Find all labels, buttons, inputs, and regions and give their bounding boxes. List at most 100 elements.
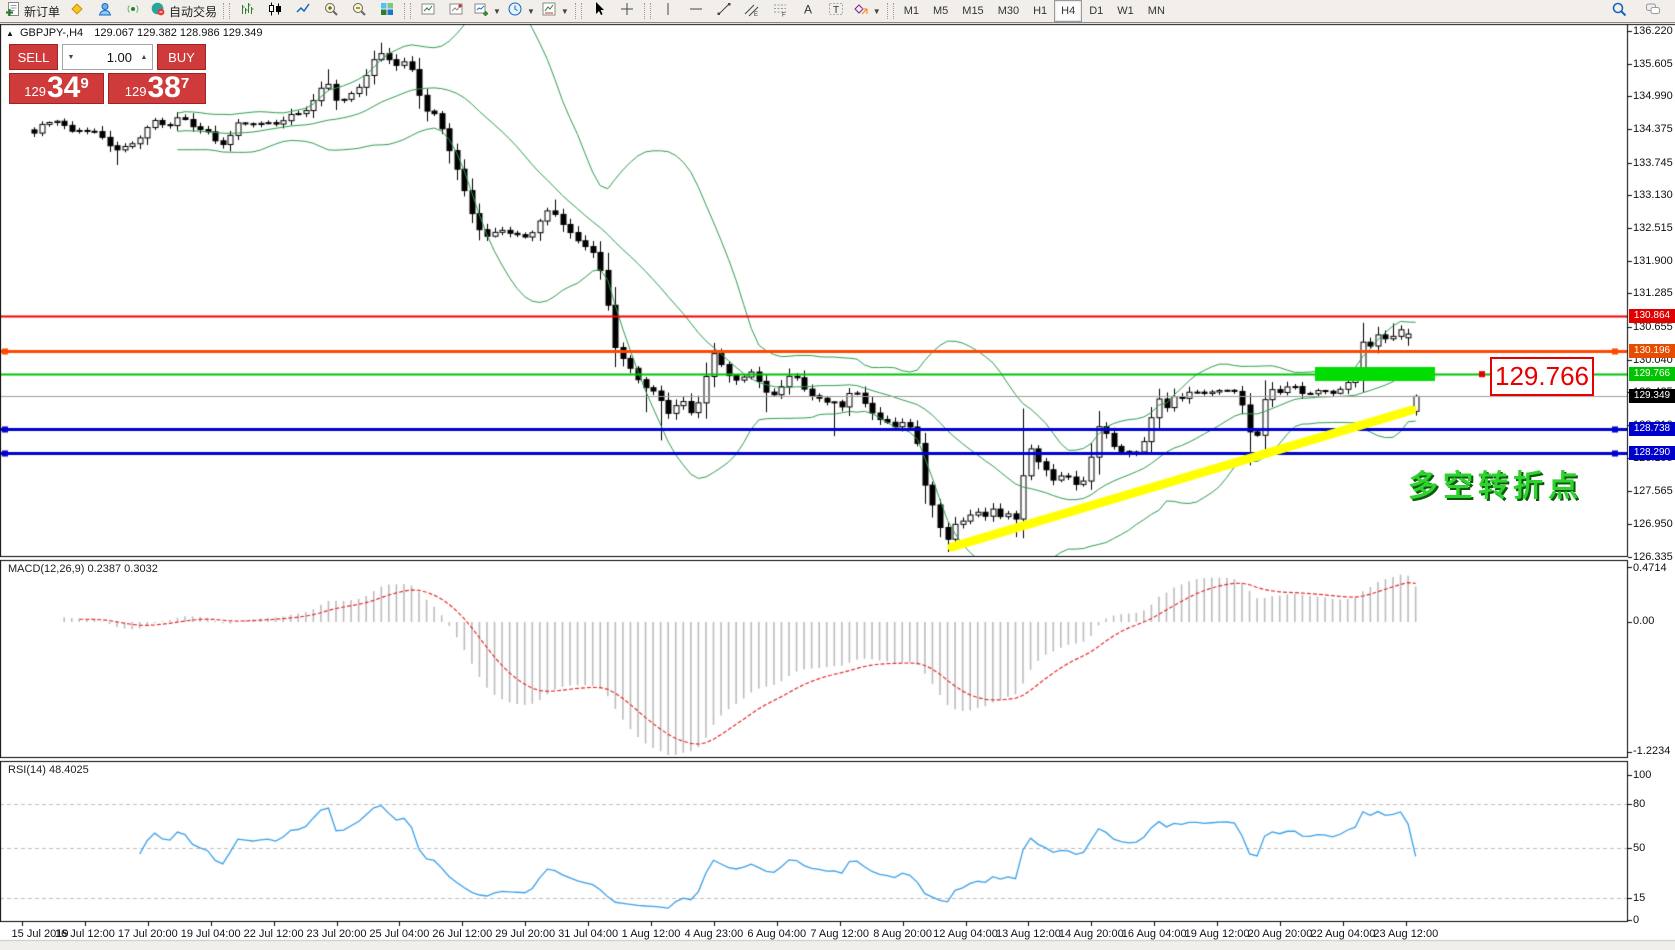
toolbar-separator [223, 3, 231, 19]
arrows-button[interactable]: ▼ [850, 0, 884, 22]
sell-button[interactable]: SELL [9, 44, 58, 70]
crosshair-button[interactable] [613, 0, 641, 22]
fibonacci-button[interactable]: F [766, 0, 794, 22]
volume-down-button[interactable]: ▼ [67, 53, 75, 61]
period-button[interactable]: ▼ [504, 0, 538, 22]
time-tick-label: 20 Aug 20:00 [1247, 928, 1313, 940]
price-badge: 129.766 [1629, 367, 1675, 382]
timeframe-h1-button[interactable]: H1 [1033, 5, 1048, 17]
timeframe-m5-button[interactable]: M5 [933, 5, 949, 17]
fibonacci-icon: F [772, 1, 788, 22]
buy-button[interactable]: BUY [157, 44, 206, 70]
price-tick-label: 130.655 [1633, 320, 1673, 333]
cursor-button[interactable] [585, 0, 613, 22]
search-button[interactable] [1605, 0, 1633, 22]
buy-price-prefix: 129 [124, 84, 147, 99]
line-chart-button[interactable] [289, 0, 317, 22]
price-badge: 129.349 [1629, 389, 1675, 404]
zoom-out-button[interactable] [345, 0, 373, 22]
one-click-trading-panel: SELL ▼ 1.00 ▲ BUY 129 34 9 129 38 7 [9, 44, 206, 104]
indicators-icon [541, 1, 557, 22]
marketplace-button[interactable] [63, 0, 91, 22]
svg-text:A: A [804, 2, 812, 16]
time-tick-label: 19 Aug 12:00 [1184, 928, 1250, 940]
timeframe-d1-button[interactable]: D1 [1089, 5, 1104, 17]
price-badge: 130.196 [1629, 344, 1675, 359]
sell-price-big: 34 [46, 71, 81, 104]
time-tick-label: 23 Jul 20:00 [306, 928, 367, 940]
caret-down-icon: ▼ [872, 6, 881, 16]
time-tick-label: 19 Jul 04:00 [180, 928, 241, 940]
bar-chart-button[interactable] [233, 0, 261, 22]
community-button[interactable] [91, 0, 119, 22]
equidistant-channel-button[interactable]: E [738, 0, 766, 22]
zoom-in-button[interactable] [317, 0, 345, 22]
macd-axis-max: 0.4714 [1633, 562, 1667, 574]
toolbar-separator [574, 3, 582, 19]
trendline-button[interactable] [710, 0, 738, 22]
vertical-line-button[interactable] [654, 0, 682, 22]
price-tick-label: 136.220 [1633, 25, 1673, 37]
text-label-button[interactable]: T [822, 0, 850, 22]
price-tick-label: 131.285 [1633, 287, 1673, 300]
timeframe-h4-button[interactable]: H4 [1054, 0, 1083, 22]
caret-down-icon: ▼ [526, 6, 535, 16]
timeframe-mn-button[interactable]: MN [1147, 5, 1165, 17]
horizontal-line-button[interactable] [682, 0, 710, 22]
time-tick-label: 16 Jul 12:00 [54, 928, 115, 940]
new-order-button[interactable]: 新订单 [2, 0, 63, 22]
rsi-level-label: 15 [1633, 892, 1646, 905]
sell-price-prefix: 129 [24, 84, 46, 99]
volume-spinner[interactable]: ▼ 1.00 ▲ [62, 44, 153, 70]
timeframe-m15-button[interactable]: M15 [962, 5, 984, 17]
toolbar-separator [643, 3, 651, 19]
caret-down-icon: ▼ [493, 6, 501, 16]
zoom-out-icon [351, 1, 367, 22]
signals-button[interactable] [119, 0, 147, 22]
candlestick-chart-button[interactable] [261, 0, 289, 22]
timeframe-w1-button[interactable]: W1 [1117, 5, 1134, 17]
vertical-line-icon [660, 1, 676, 22]
svg-text:E: E [754, 12, 758, 17]
autotrading-icon [150, 1, 166, 22]
chart-shift-button[interactable] [442, 0, 470, 22]
price-tick-label: 126.950 [1633, 517, 1673, 530]
collapse-icon[interactable]: ▲ [6, 29, 14, 38]
toolbar-separator [886, 3, 894, 19]
time-tick-label: 31 Jul 04:00 [558, 928, 619, 940]
auto-scroll-button[interactable] [414, 0, 442, 22]
time-tick-label: 8 Aug 20:00 [873, 928, 932, 940]
new-order-button-label: 新订单 [24, 4, 61, 19]
price-tick-label: 126.335 [1633, 550, 1673, 563]
bar-chart-icon [239, 1, 255, 22]
price-tick-label: 133.130 [1633, 189, 1673, 202]
timeframe-m1-button[interactable]: M1 [903, 5, 919, 17]
timeframe-m30-button[interactable]: M30 [997, 5, 1020, 17]
autotrading-button[interactable]: 自动交易 [147, 0, 220, 22]
price-callout-box[interactable]: 129.766 [1490, 357, 1594, 396]
tile-windows-button[interactable] [373, 0, 401, 22]
toolbar: 新订单 自动交易 ▼ ▼ ▼ E F A T ▼ M1 M5 M15 M30 H1 H4 D1 W1 MN [0, 0, 1675, 23]
time-tick-label: 26 Jul 12:00 [432, 928, 493, 940]
buy-price-button[interactable]: 129 38 7 [108, 73, 206, 104]
turning-point-annotation[interactable]: 多空转折点 [1408, 470, 1583, 503]
price-tick-label: 127.565 [1633, 485, 1673, 498]
chat-button[interactable] [1639, 0, 1667, 22]
zoom-in-icon [323, 1, 339, 22]
sell-price-button[interactable]: 129 34 9 [9, 73, 104, 104]
volume-up-button[interactable]: ▲ [140, 53, 148, 61]
price-tick-label: 134.375 [1633, 123, 1673, 136]
svg-text:F: F [782, 12, 786, 17]
search-icon [1611, 1, 1627, 22]
rsi-level-label: 100 [1633, 769, 1652, 781]
time-tick-label: 1 Aug 12:00 [621, 928, 681, 940]
text-button[interactable]: A [794, 0, 822, 22]
indicators-button[interactable]: ▼ [538, 0, 572, 22]
time-tick-label: 16 Aug 04:00 [1121, 928, 1187, 940]
chat-icon [1645, 1, 1661, 22]
new-chart-button[interactable]: ▼ [470, 0, 504, 22]
price-tick-label: 133.745 [1633, 156, 1673, 169]
volume-value[interactable]: 1.00 [106, 49, 132, 65]
price-tick-label: 135.605 [1633, 57, 1673, 70]
